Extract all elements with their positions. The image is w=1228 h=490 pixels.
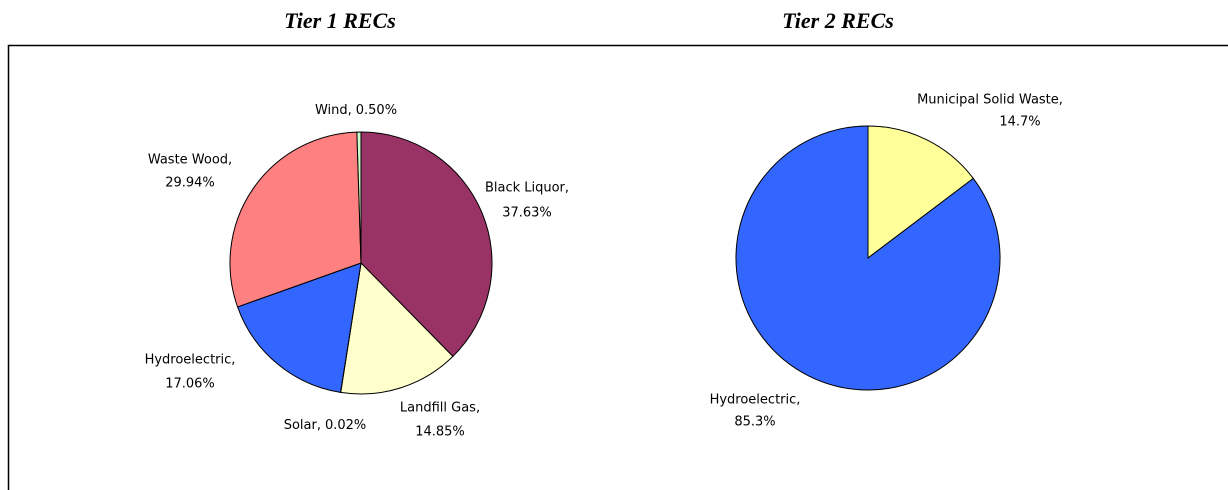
slice-label: Wind, 0.50% [315, 103, 397, 118]
pie-slice [360, 131, 493, 358]
slice-name: Waste Wood, [148, 153, 232, 168]
chart-title: Tier 1 RECs [284, 8, 396, 33]
slice-name: Hydroelectric, [145, 353, 236, 368]
slice-name: Landfill Gas, [400, 401, 480, 416]
slice-name: Hydroelectric, [710, 393, 801, 408]
slice-value: 29.94% [165, 176, 215, 191]
slice-value: 0.50% [356, 103, 397, 118]
slice-name: Municipal Solid Waste, [917, 93, 1063, 108]
slice-value: 14.85% [415, 425, 465, 440]
slice-value: 0.02% [325, 418, 366, 433]
slice-value: 17.06% [165, 377, 215, 392]
slice-name: Wind, [315, 103, 352, 118]
pie-slice [735, 125, 1001, 391]
pie-slice [356, 131, 362, 264]
slice-name: Black Liquor, [485, 181, 569, 196]
slice-value: 14.7% [999, 115, 1040, 130]
slice-label: Solar, 0.02% [284, 418, 367, 433]
chart-title: Tier 2 RECs [782, 8, 894, 33]
pie-slice [236, 262, 362, 393]
slice-name: Solar, [284, 418, 321, 433]
pie-slice [340, 261, 454, 395]
frame [7, 44, 1228, 490]
slice-value: 85.3% [734, 415, 775, 430]
pie-slice [229, 131, 362, 308]
pie-slice [867, 125, 975, 260]
slice-value: 37.63% [502, 206, 552, 221]
